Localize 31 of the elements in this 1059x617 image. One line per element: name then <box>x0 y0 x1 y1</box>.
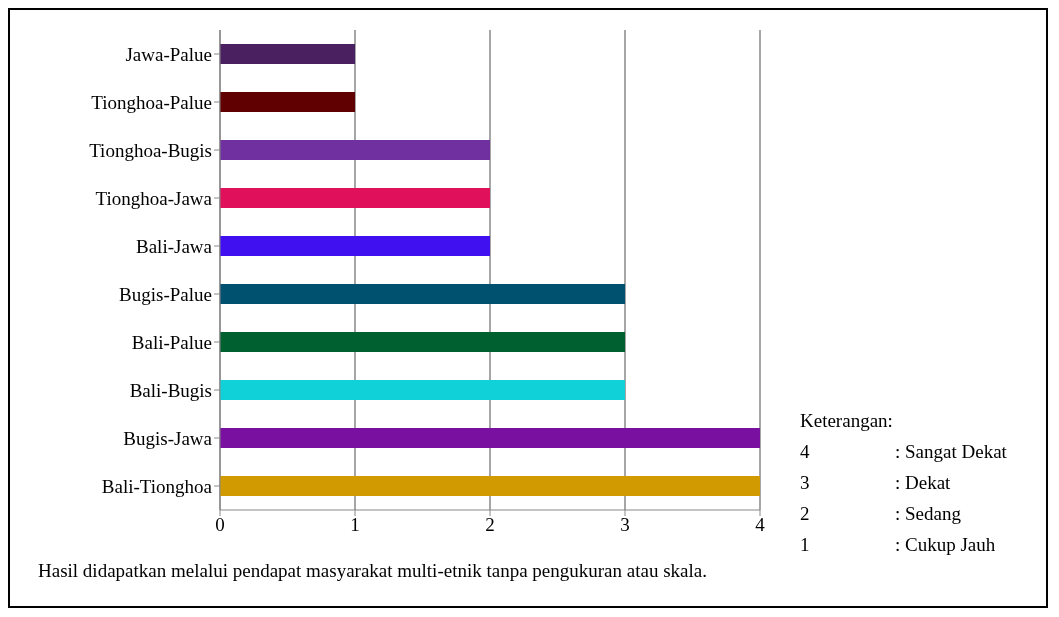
x-tick-label: 1 <box>350 514 360 536</box>
y-tick-label: Tionghoa-Palue <box>91 91 212 113</box>
bar <box>220 380 625 400</box>
bar <box>220 140 490 160</box>
y-tick-label: Bugis-Palue <box>119 283 212 305</box>
x-tick-label: 0 <box>215 514 225 536</box>
bar <box>220 188 490 208</box>
y-tick-label: Bali-Palue <box>131 331 212 353</box>
y-tick-label: Bali-Jawa <box>136 235 213 257</box>
y-tick-label: Jawa-Palue <box>125 43 212 65</box>
x-tick-label: 3 <box>620 514 630 536</box>
text: 3 : Dekat <box>800 472 951 493</box>
y-tick-label: Tionghoa-Bugis <box>89 139 212 161</box>
bar <box>220 92 355 112</box>
bar <box>220 428 760 448</box>
bar <box>220 236 490 256</box>
text: Keterangan: <box>800 409 894 433</box>
text: 1 : Cukup Jauh <box>800 534 996 555</box>
bar <box>220 284 625 304</box>
x-tick-label: 4 <box>755 514 766 536</box>
y-tick-label: Tionghoa-Jawa <box>95 187 213 209</box>
y-tick-label: Bali-Tionghoa <box>101 475 213 497</box>
bar <box>220 44 355 64</box>
y-tick-label: Bugis-Jawa <box>123 427 213 449</box>
text: 4 : Sangat Dekat <box>800 441 1007 462</box>
text: Hasil didapatkan melalui pendapat masyarakat multi-etnik tanpa pengukuran atau skala. <box>38 560 707 582</box>
bar <box>220 476 760 496</box>
y-tick-label: Bali-Bugis <box>129 379 212 401</box>
bar <box>220 332 625 352</box>
x-tick-label: 2 <box>485 514 495 536</box>
text: 2 : Sedang <box>800 503 961 524</box>
